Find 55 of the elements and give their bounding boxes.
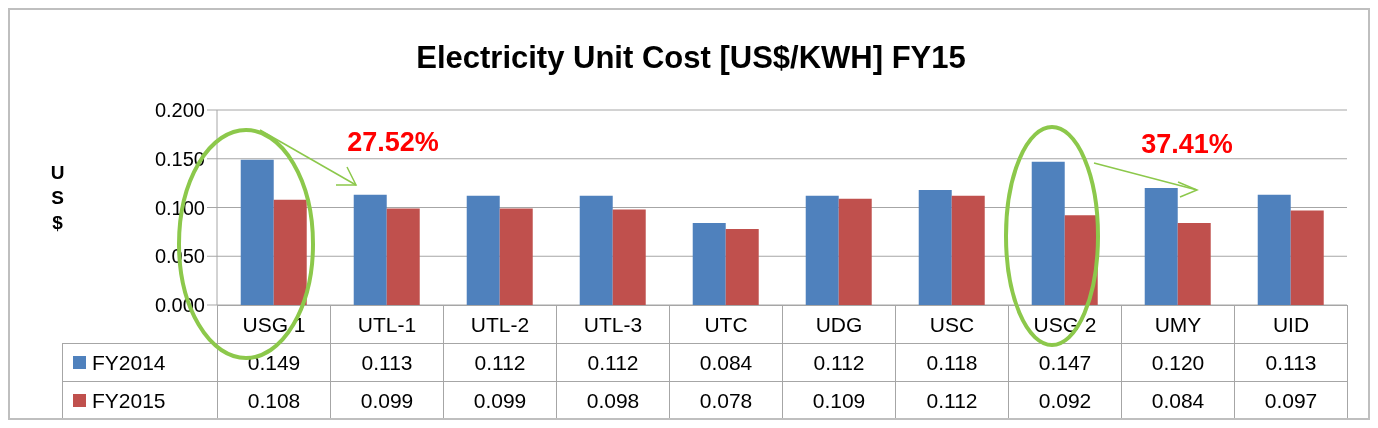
- legend-label: FY2014: [92, 350, 166, 375]
- bar: [1257, 194, 1291, 305]
- bar: [692, 223, 726, 305]
- legend-label: FY2015: [92, 388, 166, 413]
- x-tick-label: USC: [895, 305, 1009, 344]
- annotation: 27.52%: [347, 126, 439, 158]
- bar: [951, 195, 985, 305]
- x-tick-label: UTL-3: [556, 305, 670, 344]
- bar: [386, 208, 420, 305]
- annotation: 37.41%: [1141, 128, 1233, 160]
- bar: [273, 199, 307, 305]
- bar: [805, 195, 839, 305]
- data-label: 0.092: [1008, 381, 1122, 420]
- bar: [240, 159, 274, 305]
- chart-title: Electricity Unit Cost [US$/KWH] FY15: [415, 40, 967, 76]
- x-tick-label: UTL-1: [330, 305, 444, 344]
- y-axis-title: US$: [46, 162, 68, 237]
- data-label: 0.097: [1234, 381, 1348, 420]
- data-label: 0.112: [443, 343, 557, 382]
- data-label: 0.099: [443, 381, 557, 420]
- data-label: 0.078: [669, 381, 783, 420]
- bar: [725, 228, 759, 305]
- bar: [918, 189, 952, 305]
- data-label: 0.109: [782, 381, 896, 420]
- bar: [1177, 223, 1211, 305]
- x-tick-label: UTL-2: [443, 305, 557, 344]
- x-tick-label: UID: [1234, 305, 1348, 344]
- bar: [612, 209, 646, 305]
- bar: [579, 195, 613, 305]
- bar: [1290, 210, 1324, 305]
- bar: [1144, 188, 1178, 305]
- data-label: 0.113: [330, 343, 444, 382]
- data-label: 0.098: [556, 381, 670, 420]
- bar: [1064, 215, 1098, 305]
- data-label: 0.084: [669, 343, 783, 382]
- bar: [838, 198, 872, 305]
- x-tick-label: UTC: [669, 305, 783, 344]
- bar: [499, 208, 533, 305]
- data-label: 0.113: [1234, 343, 1348, 382]
- data-label: 0.084: [1121, 381, 1235, 420]
- data-label: 0.147: [1008, 343, 1122, 382]
- data-label: 0.120: [1121, 343, 1235, 382]
- data-label: 0.099: [330, 381, 444, 420]
- data-label: 0.118: [895, 343, 1009, 382]
- bar: [1031, 161, 1065, 305]
- bar: [353, 194, 387, 305]
- x-tick-label: USG 1: [217, 305, 331, 344]
- bar: [466, 195, 500, 305]
- data-label: 0.112: [782, 343, 896, 382]
- x-tick-label: UDG: [782, 305, 896, 344]
- data-label: 0.108: [217, 381, 331, 420]
- data-label: 0.112: [556, 343, 670, 382]
- y-tick-label: 0.200: [154, 99, 205, 122]
- data-label: 0.112: [895, 381, 1009, 420]
- x-tick-label: UMY: [1121, 305, 1235, 344]
